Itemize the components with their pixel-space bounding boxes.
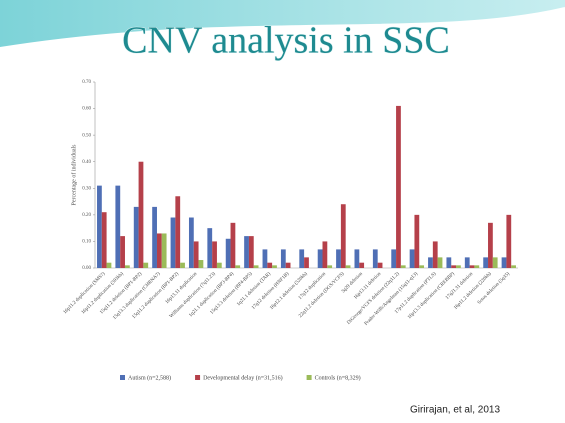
bar	[272, 265, 277, 268]
bar	[106, 262, 112, 268]
header-wave	[0, 0, 565, 48]
y-tick-label: 0.70	[82, 80, 91, 85]
bar	[506, 214, 512, 268]
bar	[432, 241, 438, 268]
bar	[511, 265, 516, 268]
legend-label: Developmental delay (n=31,516)	[203, 374, 283, 381]
bar	[225, 238, 231, 268]
citation: Girirajan, et al, 2013	[410, 405, 500, 416]
bar	[409, 249, 415, 268]
bar	[175, 196, 181, 268]
bar	[230, 222, 236, 268]
bar	[244, 236, 249, 268]
bar	[280, 249, 286, 268]
bar	[474, 265, 480, 268]
bar	[400, 265, 406, 268]
bar	[262, 249, 268, 268]
bar	[212, 241, 217, 268]
bar	[216, 262, 222, 268]
bar	[396, 105, 401, 269]
y-tick-label: 0.40	[82, 160, 91, 165]
bar	[327, 265, 333, 268]
bar	[322, 241, 328, 268]
bar	[419, 265, 425, 268]
header-line	[0, 7, 565, 49]
bar	[299, 249, 305, 268]
bar	[120, 236, 125, 268]
bar	[138, 161, 144, 268]
y-tick-label: 0.10	[82, 240, 91, 245]
bar	[124, 265, 130, 268]
legend-swatch	[120, 375, 125, 380]
bar	[248, 236, 254, 268]
bar	[464, 257, 470, 268]
legend-swatch	[306, 375, 312, 380]
bar	[207, 228, 213, 268]
bar	[501, 257, 507, 268]
bar	[372, 249, 378, 268]
bar	[180, 262, 185, 268]
bar	[359, 262, 365, 268]
bar	[451, 265, 457, 268]
legend-swatch	[195, 375, 201, 380]
bar	[345, 265, 351, 268]
y-tick-label: 0.30	[82, 186, 91, 191]
bar	[143, 262, 149, 268]
bar	[391, 249, 397, 268]
bar	[354, 249, 360, 268]
bar	[285, 262, 291, 268]
slide-title: CNV analysis in SSC	[122, 20, 450, 62]
bar	[97, 185, 102, 268]
legend-label: Autism (n=2,588)	[128, 374, 171, 381]
bar	[198, 260, 204, 268]
bar	[267, 262, 273, 268]
bar	[235, 265, 241, 268]
y-tick-label: 0.20	[82, 213, 91, 218]
y-axis-label: Percentage of individuals	[70, 144, 77, 206]
bar	[133, 206, 139, 268]
bar	[304, 257, 309, 268]
bar	[101, 212, 107, 268]
bar	[193, 241, 199, 268]
bar	[469, 265, 475, 268]
y-tick-label: 0.60	[82, 107, 91, 112]
bar	[492, 257, 498, 268]
bar	[161, 233, 167, 268]
bar	[488, 222, 493, 268]
bar	[253, 265, 259, 268]
bar	[483, 257, 489, 268]
bar	[317, 249, 323, 268]
bar	[115, 185, 121, 268]
bar	[428, 257, 433, 268]
bar	[340, 204, 346, 268]
bar	[156, 233, 162, 268]
bar	[456, 265, 461, 268]
bar	[152, 206, 157, 268]
bar	[414, 214, 420, 268]
bar	[377, 262, 383, 268]
bar	[188, 217, 194, 268]
y-tick-label: 0.50	[82, 133, 91, 138]
bar	[437, 257, 443, 268]
bar	[170, 217, 176, 268]
bar	[446, 257, 452, 268]
legend-label: Controls (n=8,329)	[315, 374, 361, 381]
bar	[336, 249, 341, 268]
y-tick-label: 0.00	[82, 266, 91, 271]
